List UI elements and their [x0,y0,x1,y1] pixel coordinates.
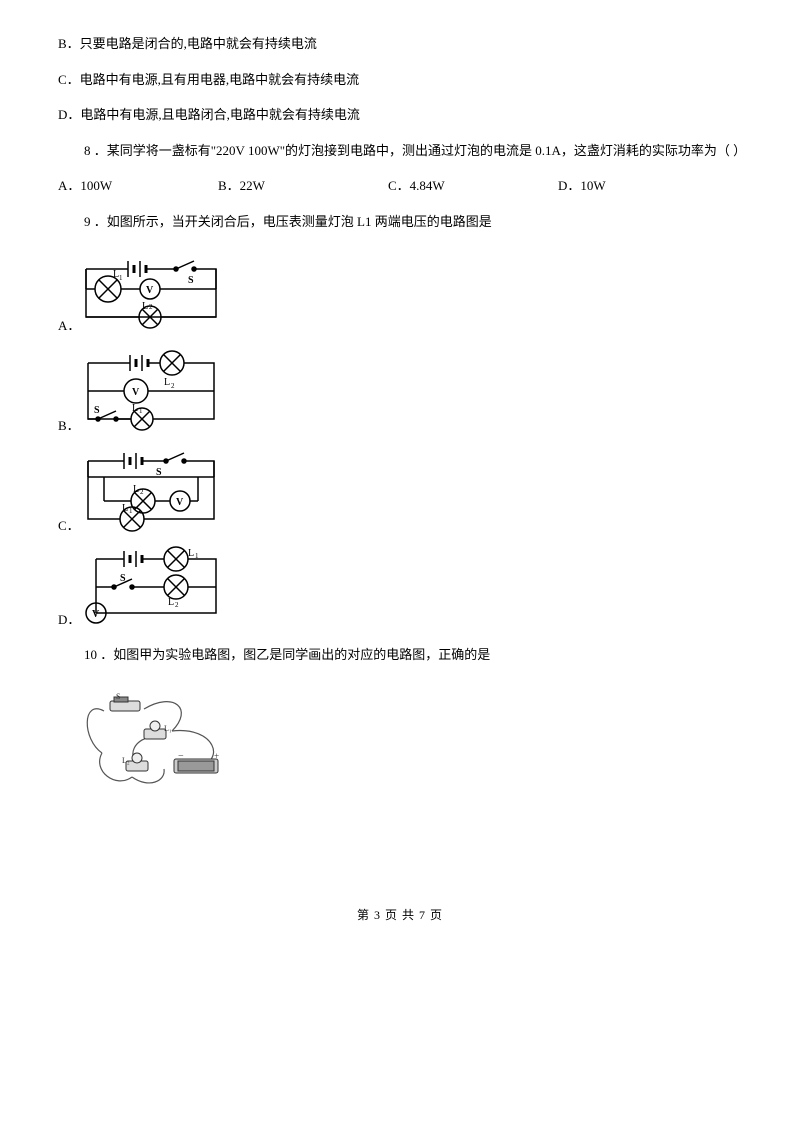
q8-options: A．100W B．22W C．4.84W D．10W [58,176,742,196]
svg-text:1: 1 [195,552,199,560]
svg-text:+: + [214,751,219,761]
svg-text:L: L [168,597,174,608]
q9-option-a: A． [58,247,742,337]
svg-text:L₁: L₁ [164,724,172,733]
q8-option-c: C．4.84W [388,176,558,196]
svg-text:2: 2 [140,488,144,496]
svg-text:S: S [94,405,100,416]
svg-text:1: 1 [119,274,123,282]
q8-option-d: D．10W [558,176,678,196]
page-footer: 第 3 页 共 7 页 [58,906,742,924]
svg-text:L: L [122,503,128,514]
q8-option-a: A．100W [58,176,218,196]
svg-text:2: 2 [175,601,179,609]
q7-option-d: D．电路中有电源,且电路闭合,电路中就会有持续电流 [58,105,742,125]
svg-text:S: S [120,573,126,584]
q9-label-c: C． [58,516,76,538]
svg-text:V: V [146,285,154,296]
circuit-photo: S L₁ L₂ + − [74,681,244,801]
circuit-diagram-a: L 1 V S L 2 [76,247,226,337]
svg-text:2: 2 [171,382,175,390]
q9-label-d: D． [58,610,76,632]
svg-text:V: V [92,609,100,620]
circuit-diagram-d: L 1 S L 2 V [76,545,226,631]
q9-option-c: C． [58,445,742,537]
svg-text:2: 2 [149,303,153,311]
svg-text:S: S [156,467,162,478]
svg-text:L: L [142,301,148,312]
q7-option-c: C．电路中有电源,且有用电器,电路中就会有持续电流 [58,70,742,90]
q8-option-b: B．22W [218,176,388,196]
q9-option-d: D． [58,545,742,631]
svg-text:1: 1 [139,407,143,415]
q9-label-b: B． [58,416,76,438]
svg-text:L: L [132,403,138,414]
svg-text:−: − [178,751,184,762]
svg-text:1: 1 [129,507,133,515]
svg-text:L₂: L₂ [122,756,130,765]
svg-text:S: S [116,692,120,701]
circuit-diagram-b: L 2 V S L 1 [76,345,226,437]
q9-option-b: B． [58,345,742,437]
svg-text:S: S [188,275,194,286]
q7-option-b: B．只要电路是闭合的,电路中就会有持续电流 [58,34,742,54]
svg-text:L: L [133,484,139,495]
q10-figure: S L₁ L₂ + − [74,681,742,807]
svg-text:L: L [164,377,170,388]
q8-stem: 8 ．某同学将一盏标有"220V 100W"的灯泡接到电路中，测出通过灯泡的电流… [58,141,742,161]
svg-text:V: V [176,497,184,508]
q9-label-a: A． [58,316,76,338]
circuit-diagram-c: S L 2 V L 1 [76,445,226,537]
q9-stem: 9 ．如图所示，当开关闭合后，电压表测量灯泡 L1 两端电压的电路图是 [58,212,742,232]
svg-text:V: V [132,387,140,398]
svg-text:L: L [188,548,194,559]
q10-stem: 10 ．如图甲为实验电路图，图乙是同学画出的对应的电路图，正确的是 [58,645,742,665]
